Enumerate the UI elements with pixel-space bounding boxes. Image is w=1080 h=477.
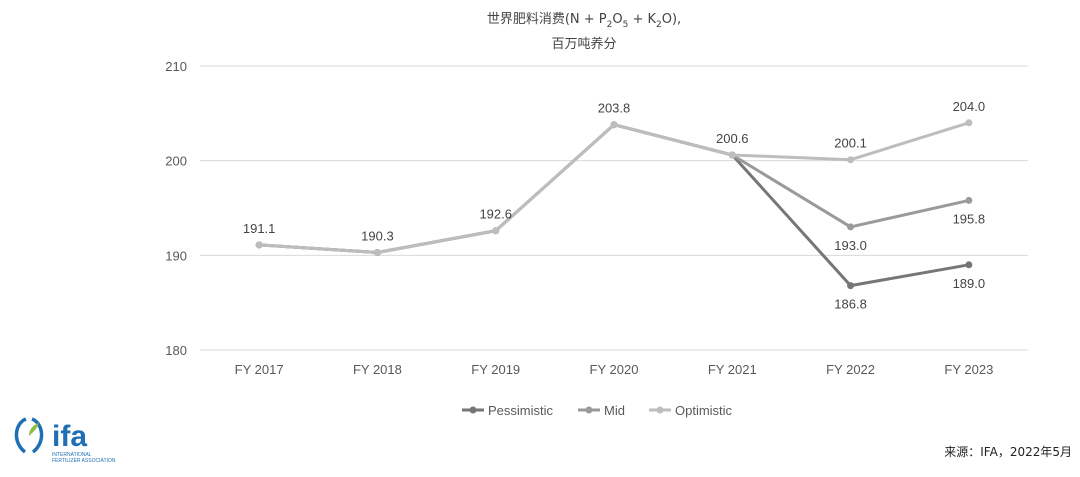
ifa-logo-text: ifa: [52, 420, 87, 453]
x-tick-label: FY 2022: [826, 362, 875, 377]
legend-item-optimistic[interactable]: Optimistic: [649, 403, 733, 418]
data-point: [492, 227, 500, 235]
legend-item-pessimistic[interactable]: Pessimistic: [462, 403, 554, 418]
y-tick-label: 180: [165, 343, 187, 358]
legend-item-mid[interactable]: Mid: [578, 403, 625, 418]
x-tick-label: FY 2019: [471, 362, 520, 377]
data-point: [255, 241, 263, 249]
chart-title: 世界肥料消费(N + P2O5 + K2O),: [487, 12, 681, 30]
source-note: 来源：IFA，2022年5月: [944, 445, 1072, 459]
data-label: 203.8: [598, 101, 631, 116]
legend[interactable]: Pessimistic Mid Optimistic: [462, 403, 733, 418]
data-label: 189.0: [953, 276, 986, 291]
data-label: 192.6: [479, 207, 512, 222]
y-tick-label: 210: [165, 59, 187, 74]
series: [255, 119, 973, 290]
data-label: 190.3: [361, 228, 394, 243]
legend-label: Pessimistic: [488, 403, 554, 418]
x-tick-label: FY 2021: [708, 362, 757, 377]
data-label: 195.8: [953, 211, 986, 226]
data-label: 186.8: [834, 297, 867, 312]
data-point: [965, 196, 973, 204]
legend-label: Optimistic: [675, 403, 733, 418]
ifa-logo-mark: ifa INTERNATIONAL FERTILIZER ASSOCIATION: [14, 417, 116, 464]
ifa-logo-subtext-1: INTERNATIONAL: [52, 452, 92, 458]
grid: [200, 65, 1028, 351]
y-tick-label: 190: [165, 248, 187, 263]
data-label: 200.1: [834, 136, 867, 151]
x-tick-label: FY 2023: [944, 362, 993, 377]
chart-subtitle: 百万吨养分: [551, 36, 616, 52]
data-labels: 186.8 189.0 193.0 195.8 191.1 190.3 192.6 203.8…: [243, 99, 985, 312]
ifa-logo-subtext-2: FERTILIZER ASSOCIATION: [52, 458, 116, 464]
data-point: [965, 119, 973, 127]
data-label: 191.1: [243, 221, 276, 236]
legend-label: Mid: [604, 403, 625, 418]
x-tick-label: FY 2017: [235, 362, 284, 377]
data-point: [373, 248, 381, 256]
x-axis-ticks: FY 2017 FY 2018 FY 2019 FY 2020 FY 2021 FY 20…: [235, 362, 994, 377]
data-label: 200.6: [716, 131, 749, 146]
data-point: [847, 282, 855, 290]
data-label: 193.0: [834, 238, 867, 253]
legend-marker: [585, 406, 593, 414]
y-tick-label: 200: [165, 154, 187, 169]
data-point: [965, 261, 973, 269]
data-point: [847, 156, 855, 164]
legend-marker: [656, 406, 664, 414]
y-axis-ticks: 180 190 200 210: [165, 59, 187, 358]
data-point: [847, 223, 855, 231]
x-tick-label: FY 2018: [353, 362, 402, 377]
ifa-logo: ifa INTERNATIONAL FERTILIZER ASSOCIATION: [8, 412, 120, 464]
x-tick-label: FY 2020: [590, 362, 639, 377]
data-point: [610, 121, 618, 129]
data-label: 204.0: [953, 99, 986, 114]
legend-marker: [469, 406, 477, 414]
data-point: [728, 151, 736, 159]
